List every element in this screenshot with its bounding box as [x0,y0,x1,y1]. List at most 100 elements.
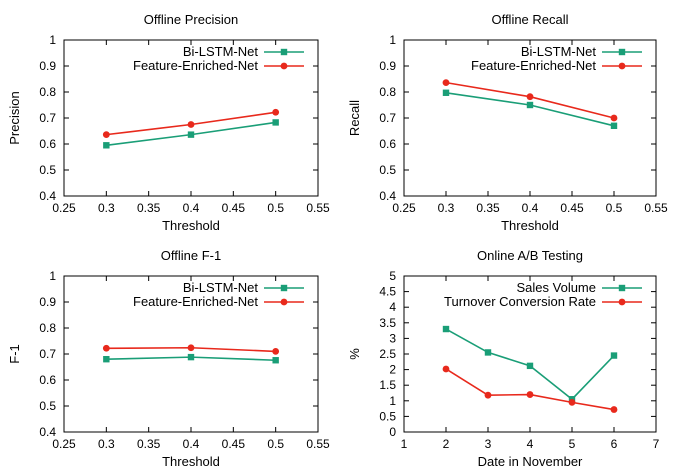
chart-1-x-tick-label: 0.3 [98,201,115,215]
chart-2-series-1-point [442,89,450,96]
chart-3-y-tick-label: 0.7 [39,347,56,361]
chart-3-series-2-point [187,344,195,352]
chart-3-title: Offline F-1 [161,248,221,263]
chart-1-series-2-point [102,131,110,139]
chart-2-y-tick-label: 0.6 [379,137,396,151]
chart-2-title: Offline Recall [491,12,568,27]
chart-2-x-axis-label: Threshold [501,218,559,233]
chart-3-y-tick-label: 0.4 [39,425,56,439]
chart-4-series-2-point [610,406,618,413]
chart-3-legend-label: Bi-LSTM-Net [183,280,259,295]
chart-4-legend-label: Turnover Conversion Rate [444,294,596,309]
chart-2-series-2-point [442,79,450,87]
chart-4-y-axis-label: % [347,348,362,360]
chart-4-y-tick-label: 4 [389,300,396,314]
chart-1-y-tick-label: 0.7 [39,111,56,125]
chart-2-legend-marker [618,62,626,70]
chart-2-y-axis-label: Recall [347,100,362,136]
chart-4-x-tick-label: 1 [401,437,408,451]
chart-4-y-tick-label: 3 [389,331,396,345]
chart-1-y-tick-label: 1 [49,33,56,47]
chart-1-series-2-point [272,108,280,116]
chart-2-legend-marker [618,48,626,56]
chart-3-y-tick-label: 1 [49,269,56,283]
chart-3-y-axis-label: F-1 [7,344,22,364]
chart-1-legend-marker [280,48,288,56]
chart-3-x-tick-label: 0.5 [267,437,284,451]
chart-3-y-tick-label: 0.8 [39,321,56,335]
chart-1-x-tick-label: 0.55 [306,201,330,215]
chart-4-x-axis-label: Date in November [478,454,583,469]
chart-4-series-2-point [484,391,492,399]
chart-4-x-tick-label: 2 [443,437,450,451]
chart-4-y-tick-label: 2.5 [379,347,396,361]
chart-4-y-tick-label: 1.5 [379,378,396,392]
chart-4-y-tick-label: 1 [389,394,396,408]
chart-2-y-tick-label: 0.5 [379,163,396,177]
chart-3-legend-marker [280,298,288,306]
chart-4-series-2-point [568,398,576,406]
chart-4-x-tick-label: 3 [485,437,492,451]
chart-3-x-axis-label: Threshold [162,454,220,469]
chart-4-x-tick-label: 4 [527,437,534,451]
chart-1-legend-label: Feature-Enriched-Net [133,58,258,73]
chart-3-x-tick-label: 0.25 [52,437,76,451]
chart-4-series-2-point [526,391,534,398]
chart-4-series-1-point [442,325,450,333]
chart-2-x-tick-label: 0.3 [438,201,455,215]
chart-4-series-1-point [484,349,492,356]
chart-2-series-1-point [610,122,618,129]
chart-3-x-tick-label: 0.55 [306,437,330,451]
chart-3-series-1-point [103,356,110,363]
chart-4-series-1-point [526,362,534,370]
chart-1-y-tick-label: 0.4 [39,189,56,203]
chart-1-x-tick-label: 0.35 [137,201,161,215]
chart-2-y-tick-label: 0.9 [379,59,396,73]
chart-1-y-tick-label: 0.6 [39,137,56,151]
chart-2-series-2-point [526,93,534,101]
chart-2-series-2-point [610,114,618,122]
chart-1-series-1-point [272,119,279,126]
chart-4-x-tick-label: 7 [653,437,660,451]
chart-2-legend-label: Feature-Enriched-Net [471,58,596,73]
chart-3-series-1-point [187,353,195,361]
chart-3: Offline F-1 0.25 0.3 0.35 0.4 0.45 0.5 0.55 0.4 0… [7,248,330,469]
chart-3-x-tick-label: 0.3 [98,437,115,451]
chart-4-y-tick-label: 5 [389,269,396,283]
chart-4-title: Online A/B Testing [477,248,583,263]
chart-2-x-tick-label: 0.25 [392,201,416,215]
chart-4-x-tick-label: 6 [611,437,618,451]
chart-2-x-tick-label: 0.45 [560,201,584,215]
chart-3-x-tick-label: 0.45 [222,437,246,451]
chart-1-x-tick-label: 0.4 [183,201,200,215]
chart-4-y-tick-label: 0.5 [379,409,396,423]
chart-4-series-2-line [445,368,615,411]
chart-2-series-1-point [526,101,534,109]
chart-2-x-tick-label: 0.35 [476,201,500,215]
chart-1-y-axis-label: Precision [7,91,22,144]
chart-1-y-tick-label: 0.5 [39,163,56,177]
chart-3-legend-marker [280,284,288,292]
chart-2-x-tick-label: 0.4 [522,201,539,215]
chart-3-y-tick-label: 0.5 [39,399,56,413]
chart-1-y-tick-label: 0.9 [39,59,56,73]
chart-3-series-2-point [272,348,280,355]
chart-2-legend-label: Bi-LSTM-Net [521,44,597,59]
chart-1-x-tick-label: 0.45 [222,201,246,215]
chart-1-series-2-point [187,121,195,128]
chart-4-legend-marker [618,298,626,306]
chart-3-legend-label: Feature-Enriched-Net [133,294,258,309]
chart-4-y-tick-label: 4.5 [379,285,396,299]
chart-4-x-tick-label: 5 [569,437,576,451]
chart-2-x-tick-label: 0.55 [644,201,668,215]
chart-3-series-2-point [102,344,110,352]
chart-1-x-tick-label: 0.5 [267,201,284,215]
chart-3-y-tick-label: 0.9 [39,295,56,309]
chart-2-y-tick-label: 1 [389,33,396,47]
chart-1: Offline Precision 0.25 0.3 0.35 0.4 0.45 0.5 0.… [7,12,330,233]
chart-1-title: Offline Precision [144,12,238,27]
chart-4-legend-label: Sales Volume [517,280,597,295]
chart-4-y-tick-label: 3.5 [379,316,396,330]
chart-1-series-1-point [103,142,110,149]
